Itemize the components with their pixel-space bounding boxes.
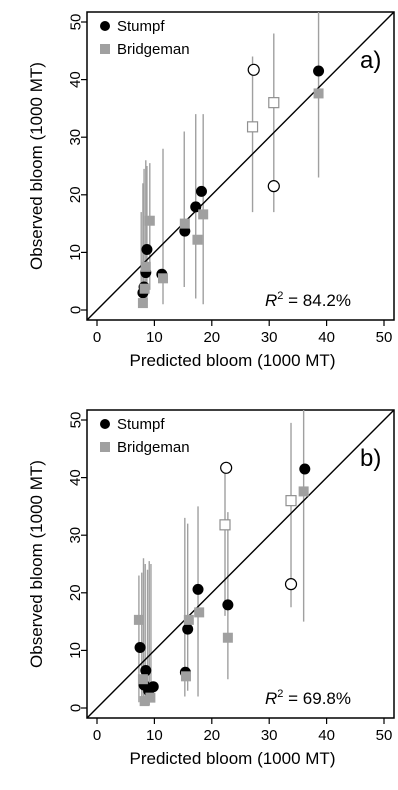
point-b-s2-1 — [284, 578, 298, 591]
y-tick-label-a-2: 20 — [67, 186, 84, 203]
panel-a: 0 10 20 30 40 50 0 10 20 30 40 50 Predicted bloom … — [27, 11, 395, 370]
point-a-s1-3 — [144, 215, 155, 226]
r-superscript-a: 2 — [277, 290, 283, 302]
r-squared-annotation-b: R2 = 69.8% — [265, 688, 351, 708]
x-axis-ticks-b: 0 10 20 30 40 50 — [93, 718, 393, 744]
one-to-one-line-a — [87, 12, 394, 320]
legend-a: Stumpf Bridgeman — [100, 18, 190, 58]
x-tick-label-b-1: 10 — [146, 727, 163, 744]
point-a-s2-1 — [267, 180, 280, 193]
plot-frame-a — [86, 11, 395, 321]
panel-label-a: a) — [360, 47, 381, 74]
legend-b: Stumpf Bridgeman — [100, 416, 190, 456]
plot-frame-b — [86, 409, 395, 719]
y-axis-title-b: Observed bloom (1000 MT) — [27, 460, 46, 668]
point-b-s0-8 — [222, 599, 234, 611]
y-tick-label-a-0: 0 — [67, 306, 84, 314]
r-symbol-b: R — [265, 689, 277, 708]
legend-bridgeman-marker-a — [100, 44, 110, 54]
legend-stumpf-label-b: Stumpf — [117, 416, 165, 433]
point-b-s1-4 — [180, 671, 191, 682]
point-b-s1-7 — [222, 632, 233, 643]
y-tick-label-b-3: 30 — [67, 527, 84, 544]
point-a-s1-2 — [140, 261, 151, 272]
point-a-s0-7 — [195, 185, 207, 197]
legend-bridgeman-label-a: Bridgeman — [117, 41, 190, 58]
point-b-s0-9 — [299, 463, 311, 475]
legend-bridgeman-marker-b — [100, 442, 110, 452]
point-b-s2-0 — [220, 461, 233, 474]
r-superscript-b: 2 — [277, 688, 283, 700]
x-tick-label-a-1: 10 — [146, 329, 163, 346]
point-b-s3-1 — [285, 495, 297, 507]
x-tick-label-a-3: 30 — [261, 329, 278, 346]
point-a-s0-8 — [313, 65, 325, 77]
r-squared-value-a: = 84.2% — [283, 291, 351, 310]
y-tick-label-b-0: 0 — [67, 704, 84, 712]
legend-stumpf-marker-b — [100, 419, 110, 429]
point-b-s0-0 — [134, 642, 146, 654]
x-tick-label-a-4: 40 — [318, 329, 335, 346]
y-tick-label-b-2: 20 — [67, 584, 84, 601]
y-axis-title-a: Observed bloom (1000 MT) — [27, 62, 46, 270]
data-points-b — [133, 461, 311, 707]
x-axis-title-a: Predicted bloom (1000 MT) — [130, 351, 336, 370]
r-squared-value-b: = 69.8% — [283, 689, 351, 708]
point-a-s1-1 — [139, 283, 150, 294]
y-tick-label-a-5: 50 — [67, 14, 84, 31]
point-b-s1-6 — [194, 607, 205, 618]
y-tick-label-a-4: 40 — [67, 71, 84, 88]
x-tick-label-b-0: 0 — [93, 727, 101, 744]
y-axis-ticks-a: 0 10 20 30 40 50 — [67, 14, 87, 314]
legend-stumpf-marker-a — [100, 21, 110, 31]
point-a-s0-3 — [141, 244, 153, 256]
panel-label-b: b) — [360, 445, 381, 472]
point-a-s1-4 — [158, 273, 169, 284]
y-tick-label-a-3: 30 — [67, 129, 84, 146]
point-a-s1-0 — [137, 298, 148, 309]
point-b-s0-7 — [192, 583, 204, 595]
point-b-s0-2 — [140, 665, 152, 677]
point-b-s1-3 — [145, 692, 156, 703]
legend-stumpf-label-a: Stumpf — [117, 18, 165, 35]
point-b-s1-8 — [298, 486, 309, 497]
panel-b: 0 10 20 30 40 50 0 10 20 30 40 50 Predicted bloom … — [27, 409, 395, 768]
r-symbol-a: R — [265, 291, 277, 310]
x-tick-label-a-5: 50 — [376, 329, 393, 346]
data-points-a — [137, 63, 325, 309]
x-tick-label-a-2: 20 — [203, 329, 220, 346]
x-axis-title-b: Predicted bloom (1000 MT) — [130, 749, 336, 768]
point-a-s1-8 — [313, 88, 324, 99]
point-a-s3-1 — [268, 97, 280, 109]
one-to-one-line-b — [87, 410, 394, 718]
point-b-s1-5 — [183, 614, 194, 625]
point-b-s0-6 — [182, 623, 194, 635]
y-axis-ticks-b: 0 10 20 30 40 50 — [67, 412, 87, 712]
x-tick-label-a-0: 0 — [93, 329, 101, 346]
y-tick-label-b-5: 50 — [67, 412, 84, 429]
point-a-s1-7 — [198, 209, 209, 220]
x-tick-label-b-3: 30 — [261, 727, 278, 744]
point-b-s1-1 — [137, 674, 148, 685]
point-b-s3-0 — [219, 519, 231, 531]
point-b-s1-0 — [133, 614, 144, 625]
y-tick-label-b-1: 10 — [67, 642, 84, 659]
point-a-s3-0 — [246, 121, 259, 133]
x-tick-label-b-5: 50 — [376, 727, 393, 744]
x-tick-label-b-4: 40 — [318, 727, 335, 744]
point-b-s1-2 — [139, 696, 150, 707]
point-a-s1-6 — [192, 234, 203, 245]
point-b-s0-4 — [147, 681, 159, 693]
x-tick-label-b-2: 20 — [203, 727, 220, 744]
x-axis-ticks-a: 0 10 20 30 40 50 — [93, 320, 393, 346]
r-squared-annotation-a: R2 = 84.2% — [265, 290, 351, 310]
y-tick-label-b-4: 40 — [67, 469, 84, 486]
point-a-s1-5 — [179, 218, 190, 229]
legend-bridgeman-label-b: Bridgeman — [117, 439, 190, 456]
point-a-s2-0 — [247, 63, 260, 76]
y-tick-label-a-1: 10 — [67, 244, 84, 261]
